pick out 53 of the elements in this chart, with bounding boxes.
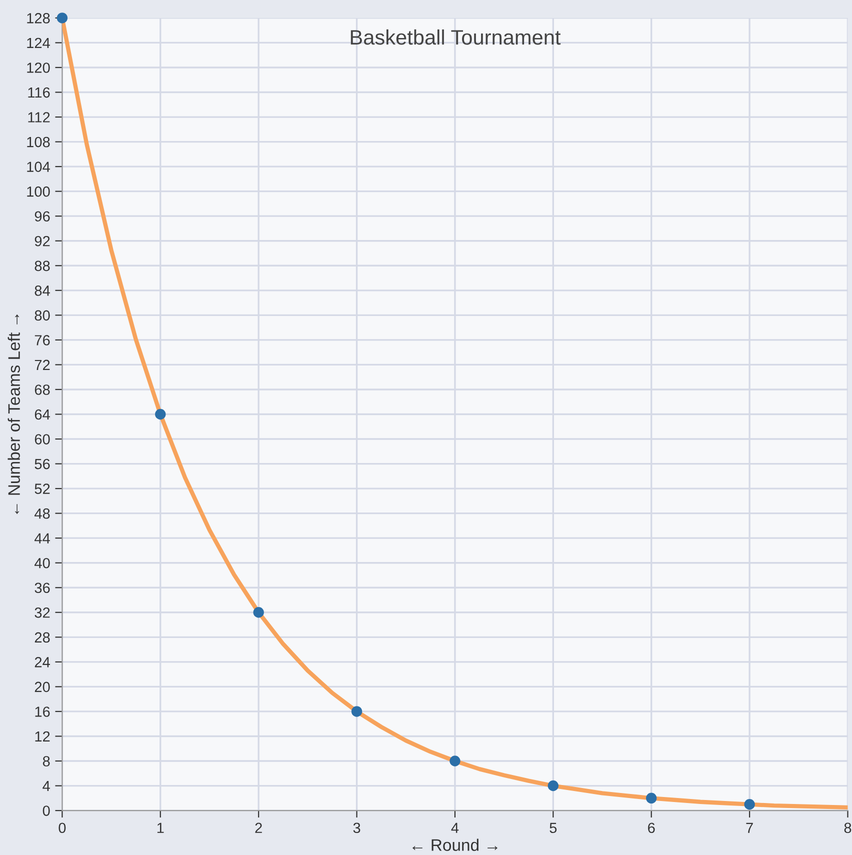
y-tick-label: 80: [34, 310, 50, 321]
y-tick-label: 92: [34, 236, 50, 246]
y-tick-label: 4: [42, 781, 50, 792]
x-tick-label: 7: [746, 822, 753, 833]
y-tick-label: 72: [34, 360, 50, 370]
y-tick-label: 52: [34, 484, 50, 494]
y-tick-label: 124: [27, 38, 50, 48]
chart-title: Basketball Tournament: [350, 29, 561, 45]
y-tick-label: 116: [28, 87, 50, 98]
point: [450, 756, 460, 766]
x-tick-label: 4: [451, 822, 459, 833]
y-tick-label: 128: [27, 13, 50, 24]
point: [548, 780, 559, 792]
y-axis-title: ← Number of Teams Left →: [8, 314, 20, 514]
y-tick-label: 68: [34, 384, 50, 395]
y-tick-label: 84: [34, 286, 50, 296]
y-tick-label: 44: [34, 533, 50, 544]
y-tick-label: 56: [34, 458, 50, 470]
point: [155, 408, 166, 420]
y-tick-label: 96: [34, 211, 50, 222]
x-tick-label: 0: [58, 822, 66, 834]
y-tick-label: 108: [27, 136, 50, 148]
y-tick-label: 16: [35, 706, 50, 717]
y-tick-label: 28: [34, 632, 50, 643]
x-axis-title: ← Round →: [412, 838, 498, 851]
x-tick-label: 1: [157, 822, 164, 833]
y-tick-label: 24: [34, 657, 50, 668]
y-tick-label: 8: [42, 756, 50, 766]
x-tick-label: 5: [550, 822, 557, 834]
point: [56, 12, 68, 24]
y-tick-label: 40: [34, 558, 50, 568]
y-tick-label: 0: [42, 806, 50, 816]
y-tick-label: 76: [34, 335, 50, 346]
point: [646, 792, 657, 804]
x-tick-label: 3: [353, 822, 360, 834]
y-tick-label: 112: [28, 112, 50, 122]
point: [744, 798, 755, 810]
y-tick-label: 104: [27, 162, 50, 172]
y-tick-label: 12: [35, 731, 50, 742]
y-tick-label: 32: [34, 607, 50, 618]
x-tick-label: 6: [648, 822, 655, 834]
y-tick-label: 88: [34, 260, 50, 272]
y-tick-label: 120: [27, 62, 50, 73]
y-tick-label: 36: [34, 582, 50, 594]
y-tick-label: 100: [27, 186, 50, 197]
y-tick-label: 48: [34, 508, 50, 519]
point: [253, 607, 264, 618]
y-tick-label: 60: [34, 434, 50, 444]
y-tick-label: 20: [34, 682, 50, 692]
y-tick-label: 64: [34, 409, 50, 420]
point: [351, 706, 362, 717]
x-tick-label: 2: [255, 822, 262, 833]
x-tick-label: 8: [844, 822, 852, 834]
